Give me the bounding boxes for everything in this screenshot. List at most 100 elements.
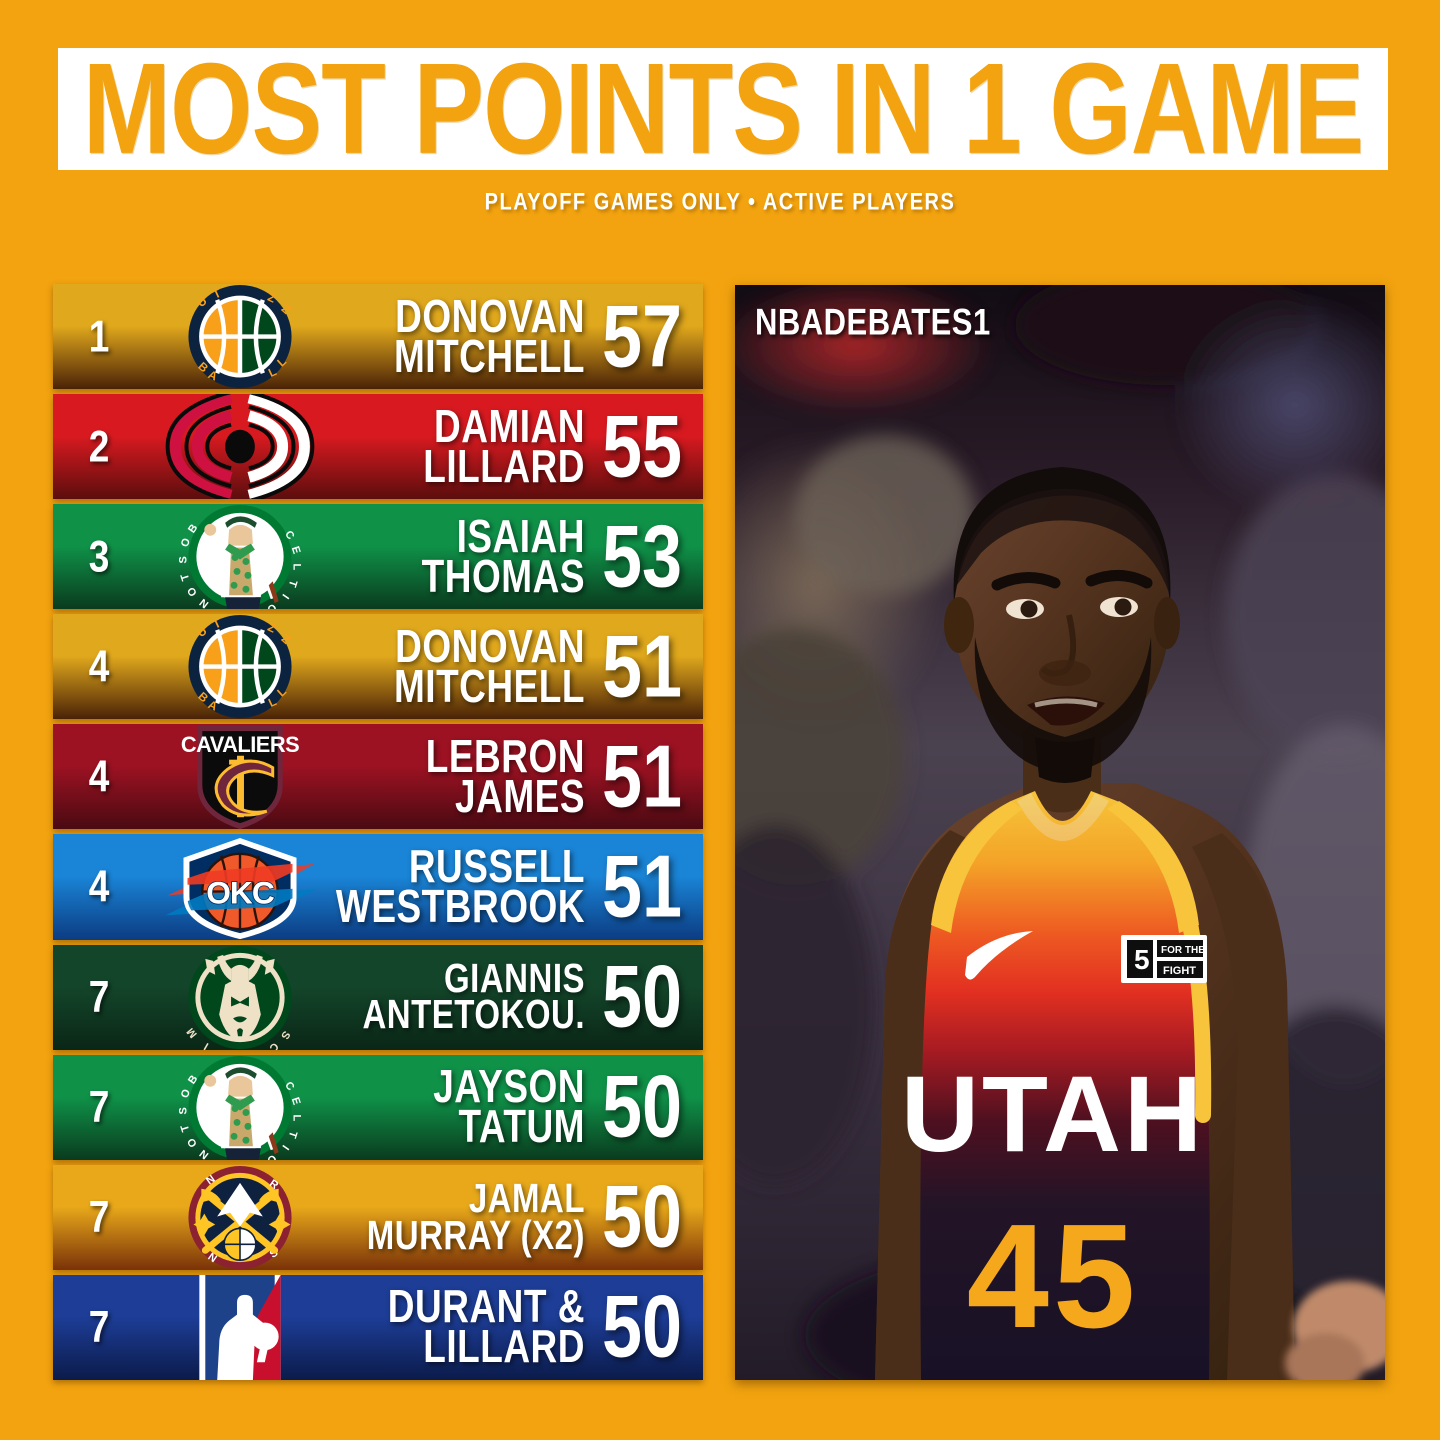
points-text: 50 (601, 948, 683, 1046)
page-subtitle: PLAYOFF GAMES ONLY • ACTIVE PLAYERS (484, 188, 956, 216)
player-name: LEBRON JAMES (426, 733, 585, 819)
player-name-line1: JAMAL (468, 1175, 585, 1222)
header: MOST POINTS IN 1 GAME PLAYOFF GAMES ONLY… (0, 0, 1440, 270)
svg-text:I: I (279, 1142, 291, 1151)
leaderboard-row: 2 DAMIAN LILLARD 55 (53, 394, 703, 500)
svg-text:T: T (179, 1122, 193, 1132)
points-text: 51 (601, 838, 683, 936)
rank-number: 4 (88, 861, 110, 912)
jazz-logo: U T Z Z B A L L (145, 284, 335, 389)
points-value: 55 (589, 403, 695, 491)
leaderboard-row: 7 B O S T O N C E L T I C S (53, 1054, 703, 1160)
points-value: 51 (589, 733, 695, 821)
svg-text:E: E (289, 545, 303, 556)
points-value: 57 (589, 293, 695, 381)
player-name-line2: MURRAY (X2) (366, 1211, 585, 1258)
svg-text:C: C (265, 1152, 279, 1160)
rank-number: 7 (88, 1082, 110, 1132)
player-name-line1: DONOVAN (395, 620, 585, 672)
svg-text:FOR THE: FOR THE (1161, 945, 1205, 956)
row-background (53, 724, 703, 830)
points-text: 57 (601, 287, 683, 386)
svg-text:N: N (197, 596, 211, 609)
player-name-line1: LEBRON (425, 730, 585, 782)
svg-text:I: I (202, 1040, 211, 1050)
svg-text:CAVALIERS: CAVALIERS (181, 732, 299, 757)
row-background (53, 394, 703, 500)
title-banner: MOST POINTS IN 1 GAME (58, 44, 1388, 174)
svg-text:UTAH: UTAH (901, 1053, 1205, 1174)
points-value: 53 (589, 513, 695, 601)
points-text: 50 (601, 1278, 683, 1377)
svg-text:S: S (177, 556, 189, 563)
svg-text:O: O (185, 1135, 200, 1149)
player-name: DAMIAN LILLARD (423, 403, 585, 489)
leaderboard-list: 1 U T Z Z B A L L DONOVAN MITCHELL 57 2 (53, 284, 703, 1380)
points-value: 50 (589, 953, 695, 1041)
row-background (53, 944, 703, 1050)
player-name-line1: DURANT & (387, 1281, 585, 1333)
svg-text:L: L (291, 564, 303, 571)
svg-text:T: T (286, 1129, 300, 1139)
points-text: 50 (601, 1058, 683, 1157)
svg-text:S: S (177, 1107, 189, 1114)
points-text: 50 (601, 1168, 683, 1267)
row-background (53, 284, 703, 390)
thunder-logo: OKC (145, 834, 335, 940)
player-name: ISAIAH THOMAS (422, 513, 585, 599)
player-name: JAMAL MURRAY (X2) (367, 1178, 585, 1256)
rank-number: 7 (88, 1302, 110, 1352)
rank-number: 1 (88, 311, 110, 361)
player-name-line2: WESTBROOK (335, 880, 585, 932)
svg-text:45: 45 (967, 1194, 1140, 1359)
points-value: 51 (589, 843, 695, 931)
svg-text:L: L (291, 1114, 303, 1121)
rank-number: 7 (88, 1192, 110, 1242)
svg-text:5: 5 (1134, 944, 1150, 975)
rank-number: 7 (88, 971, 110, 1022)
player-name: DURANT & LILLARD (388, 1284, 585, 1370)
cavaliers-logo: CAVALIERS (145, 724, 335, 830)
celtics-logo: B O S T O N C E L T I C S (145, 504, 335, 610)
points-text: 53 (601, 507, 683, 606)
player-name: DONOVAN MITCHELL (394, 293, 585, 379)
rank-number: 2 (88, 421, 110, 471)
leaderboard-row: 3 B O S T O N C E L T I C S (53, 504, 703, 610)
player-name-line2: THOMAS (421, 550, 585, 602)
rank-number: 3 (88, 531, 110, 581)
svg-text:C: C (267, 1039, 281, 1049)
celtics-logo: B O S T O N C E L T I C S (145, 1055, 335, 1160)
row-background (53, 1164, 703, 1270)
nba-logo (145, 1274, 335, 1380)
svg-text:T: T (286, 579, 300, 589)
player-photo-panel: 5 FOR THE FIGHT UTAH 45 NBADEBATES1 (735, 285, 1385, 1380)
leaderboard-row: 4 OKC RUSSELL WESTBROOK 51 (53, 834, 703, 940)
player-name-line1: GIANNIS (443, 955, 585, 1002)
points-value: 50 (589, 1283, 695, 1371)
player-name-line1: JAYSON (433, 1061, 585, 1112)
points-value: 50 (589, 1173, 695, 1261)
svg-text:FIGHT: FIGHT (1163, 965, 1196, 977)
points-text: 51 (601, 728, 683, 826)
player-name-line1: ISAIAH (456, 510, 585, 562)
player-name: RUSSELL WESTBROOK (336, 843, 585, 929)
player-name-line2: LILLARD (423, 1321, 585, 1373)
svg-text:T: T (179, 572, 193, 582)
player-name-line2: MITCHELL (393, 660, 585, 712)
svg-text:O: O (185, 584, 200, 598)
bucks-logo: M I C S (145, 945, 335, 1050)
player-name-line1: DONOVAN (395, 290, 585, 342)
player-name-line2: LILLARD (423, 440, 585, 492)
nuggets-logo: N R N S (145, 1165, 335, 1270)
player-name-line1: RUSSELL (408, 840, 585, 892)
player-name-line1: DAMIAN (434, 400, 585, 452)
points-text: 51 (601, 618, 683, 716)
player-name-line2: JAMES (455, 770, 585, 822)
player-name-line2: ANTETOKOU. (362, 991, 585, 1038)
jazz-logo: U T Z Z B A L L (145, 614, 335, 719)
svg-text:N: N (197, 1147, 211, 1160)
leaderboard-row: 4 CAVALIERS LEBRON JAMES 51 (53, 724, 703, 830)
rank-number: 4 (88, 641, 110, 691)
row-background (53, 614, 703, 720)
svg-text:S: S (278, 1028, 292, 1041)
